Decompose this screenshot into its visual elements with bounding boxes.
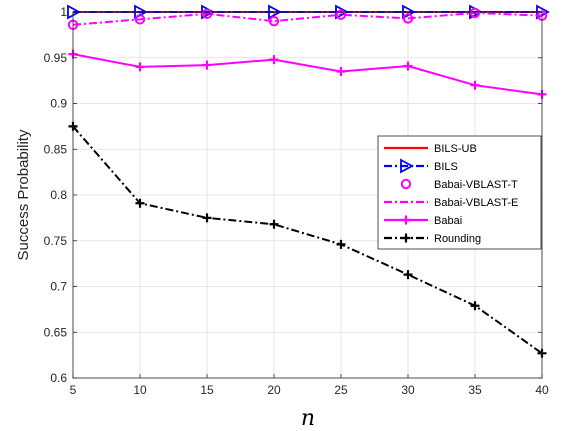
legend-marker (400, 178, 412, 190)
legend-label: Babai (434, 215, 462, 227)
y-tick-label: 0.6 (50, 371, 67, 385)
y-tick-label: 0.95 (44, 51, 68, 65)
legend-label: BILS-UB (434, 143, 477, 155)
data-point (336, 239, 346, 249)
data-point (470, 301, 480, 311)
legend-entry: BILS-UB (384, 143, 477, 155)
legend-marker (401, 215, 411, 225)
legend-entry: BILS (384, 158, 458, 174)
data-point (269, 219, 279, 229)
data-point (336, 66, 346, 76)
data-point (469, 7, 481, 19)
y-tick-label: 0.9 (50, 97, 67, 111)
data-point (135, 198, 145, 208)
legend-entry: Rounding (384, 233, 481, 245)
x-tick-label: 30 (401, 383, 415, 397)
data-point (403, 270, 413, 280)
y-tick-label: 0.7 (50, 280, 67, 294)
x-tick-label: 15 (200, 383, 214, 397)
legend-entry: Babai-VBLAST-T (400, 178, 518, 191)
y-tick-label: 0.65 (44, 325, 68, 339)
x-tick-label: 25 (334, 383, 348, 397)
series-babai-vblast-e (72, 11, 543, 26)
y-tick-label: 1 (60, 5, 67, 19)
series-line (72, 125, 543, 355)
series-line (72, 53, 543, 96)
legend-marker (400, 158, 414, 174)
legend-box (377, 135, 542, 250)
legend-label: Babai-VBLAST-E (434, 197, 518, 209)
data-point (202, 60, 212, 70)
series-line (72, 11, 543, 26)
y-tick-label: 0.75 (44, 234, 68, 248)
y-tick-label: 0.85 (44, 142, 68, 156)
legend: BILS-UB BILS Babai-VBLAST-T Babai-VBLAST-E B… (377, 135, 542, 250)
x-tick-label: 40 (535, 383, 549, 397)
x-axis-label: n (301, 406, 315, 431)
legend-label: BILS (434, 161, 458, 173)
x-tick-label: 10 (133, 383, 147, 397)
series-rounding (68, 121, 547, 358)
data-point (269, 55, 279, 65)
ticks: 5 10 15 20 25 30 35 40 0.6 0.65 0.7 0.75 0.8 0.85 0.9 0… (44, 5, 549, 397)
legend-label: Babai-VBLAST-T (434, 179, 518, 191)
x-tick-label: 20 (267, 383, 281, 397)
x-tick-label: 35 (468, 383, 482, 397)
data-point (135, 62, 145, 72)
data-point (202, 213, 212, 223)
x-tick-label: 5 (70, 383, 77, 397)
y-tick-label: 0.8 (50, 188, 67, 202)
legend-marker (401, 233, 411, 243)
legend-label: Rounding (434, 233, 481, 245)
data-point (335, 9, 347, 20)
data-point (201, 8, 213, 20)
legend-entry: Babai (384, 215, 462, 227)
data-point (403, 61, 413, 71)
data-point (268, 15, 280, 27)
legend-entry: Babai-VBLAST-E (384, 197, 518, 209)
y-axis-label: Success Probability (15, 129, 32, 260)
data-point (67, 4, 81, 20)
data-point (470, 80, 480, 90)
